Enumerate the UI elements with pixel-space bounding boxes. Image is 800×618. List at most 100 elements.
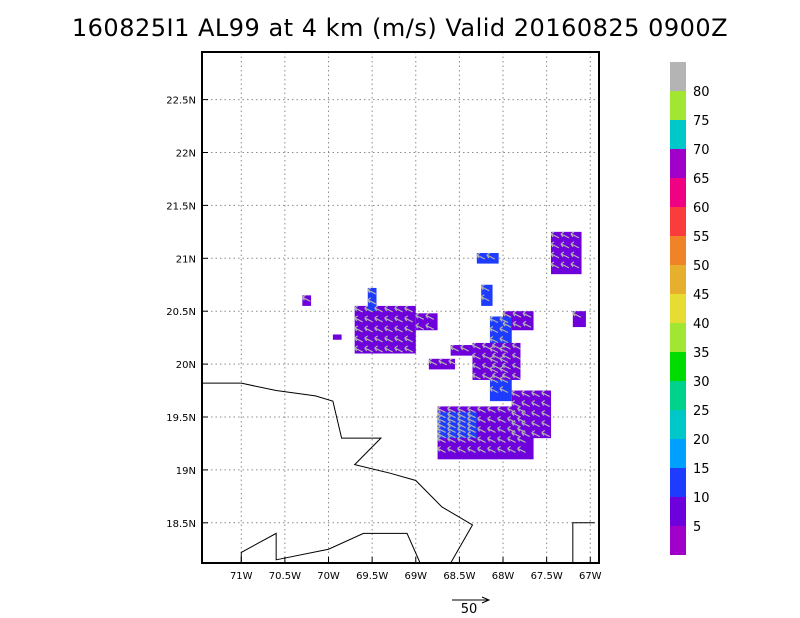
wind-vector	[487, 415, 496, 423]
colorbar-swatch	[670, 178, 686, 207]
x-tick-label: 68W	[492, 571, 515, 582]
wind-vector	[487, 435, 496, 443]
colorbar-label: 5	[693, 520, 701, 535]
wind-vector	[437, 435, 446, 443]
wind-vector	[374, 335, 383, 343]
wind-vector	[570, 241, 580, 249]
wind-vector	[501, 342, 511, 350]
wind-vector	[541, 400, 551, 408]
wind-vector	[354, 315, 363, 323]
x-axis-ticks: 71W 70.5W 70W 69.5W 69W 68.5W 68W 67.5W 67W	[230, 557, 602, 582]
wind-vector	[394, 345, 403, 353]
wind-vector	[502, 310, 512, 318]
wind-vector	[447, 411, 456, 419]
wind-vector	[450, 344, 459, 352]
wind-vector	[531, 400, 541, 408]
wind-vector	[481, 352, 491, 360]
x-tick-label: 68.5W	[443, 571, 475, 582]
colorbar-label: 25	[693, 404, 710, 419]
wind-vector	[521, 400, 531, 408]
wind-vector	[467, 405, 476, 413]
wind-vector	[447, 421, 456, 429]
wind-vector	[394, 325, 403, 333]
colorbar-swatch	[670, 352, 686, 381]
wind-vector	[570, 251, 580, 259]
wind-vector	[394, 305, 403, 313]
wind-vector	[511, 362, 521, 370]
wind-vector	[384, 325, 393, 333]
wind-vector	[489, 315, 499, 324]
colorbar-swatch	[670, 323, 686, 352]
colorbar-label: 10	[693, 491, 710, 506]
wind-vector	[384, 345, 393, 353]
reference-vector-head	[481, 596, 491, 604]
wind-vector	[467, 411, 476, 419]
colorbar-label: 35	[693, 346, 710, 361]
wind-vector	[354, 325, 363, 333]
wind-vector	[570, 261, 580, 269]
colorbar-label: 15	[693, 462, 710, 477]
wind-vector	[467, 415, 476, 423]
wind-vector	[404, 345, 413, 353]
wind-vector	[507, 415, 516, 423]
y-tick-label: 21N	[176, 254, 196, 265]
wind-vector	[404, 335, 413, 343]
wind-vector	[531, 390, 541, 398]
x-tick-label: 69W	[404, 571, 427, 582]
wind-vector	[425, 322, 435, 330]
plot-frame	[201, 51, 600, 564]
wind-vector	[481, 342, 491, 350]
y-tick-label: 20N	[176, 360, 196, 371]
colorbar-label: 55	[693, 230, 710, 245]
wind-vector	[447, 431, 456, 439]
wind-vector	[447, 445, 456, 453]
reference-vector: 50	[452, 596, 491, 617]
x-tick-label: 70W	[317, 571, 340, 582]
wind-vector	[491, 362, 501, 370]
wind-vector	[374, 315, 383, 323]
x-tick-label: 71W	[230, 571, 253, 582]
reference-vector-label: 50	[461, 602, 478, 617]
colorbar-swatch	[670, 294, 686, 323]
wind-vector	[560, 261, 570, 269]
wind-vector	[489, 335, 499, 344]
wind-vector	[354, 345, 363, 353]
wind-vector	[522, 310, 532, 318]
y-tick-label: 18.5N	[166, 519, 196, 530]
wind-vector	[501, 352, 511, 360]
colorbar-swatch	[670, 497, 686, 526]
wind-vector	[447, 405, 456, 413]
wind-vector	[471, 362, 481, 370]
wind-vector	[467, 435, 476, 443]
wind-vector	[471, 372, 481, 380]
colorbar-swatch	[670, 236, 686, 265]
wind-vector	[560, 251, 570, 259]
wind-vector	[437, 415, 446, 423]
wind-vector	[501, 362, 511, 370]
wind-vector	[374, 325, 383, 333]
x-tick-label: 70.5W	[269, 571, 301, 582]
wind-speed-cell	[481, 284, 493, 306]
wind-vector	[507, 425, 516, 433]
colorbar-label: 45	[693, 288, 710, 303]
coastline-segment	[572, 522, 595, 563]
wind-speed-cell	[476, 253, 499, 264]
wind-vector	[457, 415, 466, 423]
wind-vector	[477, 445, 486, 453]
colorbar-label: 40	[693, 317, 710, 332]
colorbar-swatch	[670, 120, 686, 149]
wind-vector	[415, 322, 425, 330]
wind-vector	[457, 445, 466, 453]
wind-vector	[404, 325, 413, 333]
wind-vector	[457, 425, 466, 433]
wind-vector	[511, 352, 521, 360]
wind-vector	[517, 425, 526, 433]
wind-vector	[384, 335, 393, 343]
wind-vector	[517, 415, 526, 423]
wind-vector	[499, 325, 509, 334]
y-tick-label: 20.5N	[166, 307, 196, 318]
x-tick-label: 67W	[579, 571, 602, 582]
wind-vector	[521, 390, 531, 398]
wind-vector	[354, 335, 363, 343]
